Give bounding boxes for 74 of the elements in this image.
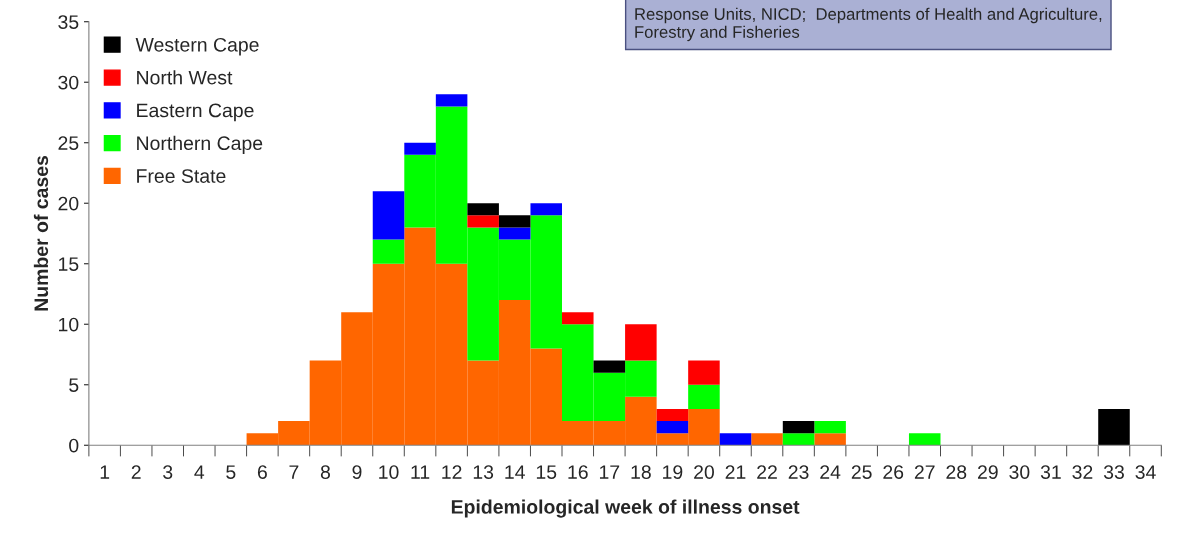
x-tick-label: 19 xyxy=(663,465,683,479)
bar xyxy=(435,94,468,107)
y-tick-label: 35 xyxy=(58,15,79,29)
legend-label: Eastern Cape xyxy=(137,103,254,122)
x-tick-label: 17 xyxy=(599,465,620,479)
x-tick-label: 27 xyxy=(914,465,935,479)
legend-label: Northern Cape xyxy=(137,135,263,154)
legend-label: Free State xyxy=(137,169,226,183)
x-tick-label: 1 xyxy=(100,465,110,479)
bar xyxy=(688,360,720,385)
bar xyxy=(562,312,594,325)
y-tick-label: 5 xyxy=(69,378,79,392)
annotation: Response Units, NICD; Departments of Health and Agriculture, Forestry and Fisheries xyxy=(635,7,1102,42)
bar xyxy=(1098,408,1130,446)
bar xyxy=(656,408,689,422)
bar xyxy=(656,421,689,434)
x-tick-label: 30 xyxy=(1009,465,1030,479)
x-tick-label: 22 xyxy=(757,465,777,479)
x-tick-label: 34 xyxy=(1135,465,1156,479)
x-tick-label: 21 xyxy=(725,465,746,479)
x-tick-label: 10 xyxy=(379,465,399,479)
bar xyxy=(498,227,531,240)
y-tick-label: 15 xyxy=(59,257,79,271)
x-tick-label: 31 xyxy=(1040,465,1061,479)
x-tick-label: 4 xyxy=(194,465,205,479)
bar xyxy=(372,191,405,240)
bar xyxy=(688,384,720,409)
y-axis-title: Number of cases xyxy=(33,155,49,311)
bar xyxy=(530,203,562,216)
bar xyxy=(814,433,846,446)
x-tick-label: 29 xyxy=(977,465,998,479)
x-tick-label: 5 xyxy=(226,465,236,479)
bar xyxy=(908,433,941,446)
x-tick-label: 18 xyxy=(631,465,651,479)
y-tick-label: 0 xyxy=(69,438,79,453)
bar xyxy=(467,203,499,216)
y-tick-label: 20 xyxy=(58,196,79,211)
x-tick-label: 25 xyxy=(851,465,872,479)
x-tick-label: 33 xyxy=(1103,465,1124,479)
y-tick-label: 10 xyxy=(59,317,79,332)
legend-label: North West xyxy=(137,70,233,85)
x-tick-label: 15 xyxy=(536,465,557,479)
bar xyxy=(498,215,531,228)
x-tick-label: 8 xyxy=(320,465,330,479)
x-tick-label: 28 xyxy=(946,465,967,479)
x-tick-label: 26 xyxy=(883,465,904,479)
bar xyxy=(625,324,657,361)
bar xyxy=(467,215,499,228)
x-tick-label: 7 xyxy=(289,465,299,479)
x-tick-label: 32 xyxy=(1072,465,1093,479)
x-tick-label: 16 xyxy=(568,465,588,479)
x-tick-label: 20 xyxy=(694,465,714,479)
bar xyxy=(782,433,815,446)
bar xyxy=(404,142,436,155)
y-tick-label: 30 xyxy=(58,75,79,90)
x-tick-label: 12 xyxy=(442,465,462,479)
y-tick-label: 25 xyxy=(58,136,79,150)
x-tick-label: 23 xyxy=(788,465,809,479)
x-tick-label: 24 xyxy=(820,465,841,479)
bar xyxy=(372,239,405,264)
x-tick-label: 6 xyxy=(257,465,267,479)
x-tick-label: 2 xyxy=(131,465,141,479)
x-tick-label: 11 xyxy=(411,465,430,479)
x-tick-label: 13 xyxy=(473,465,494,479)
x-tick-label: 3 xyxy=(163,465,173,479)
x-tick-label: 14 xyxy=(505,465,525,479)
bar xyxy=(814,421,846,434)
bar xyxy=(719,433,752,446)
bar xyxy=(593,360,626,373)
legend-label: Western Cape xyxy=(135,37,259,56)
x-axis-title: Epidemiological week of illness onset xyxy=(451,499,800,518)
bar xyxy=(751,433,783,446)
x-tick-label: 9 xyxy=(352,465,362,479)
bar xyxy=(782,421,815,434)
